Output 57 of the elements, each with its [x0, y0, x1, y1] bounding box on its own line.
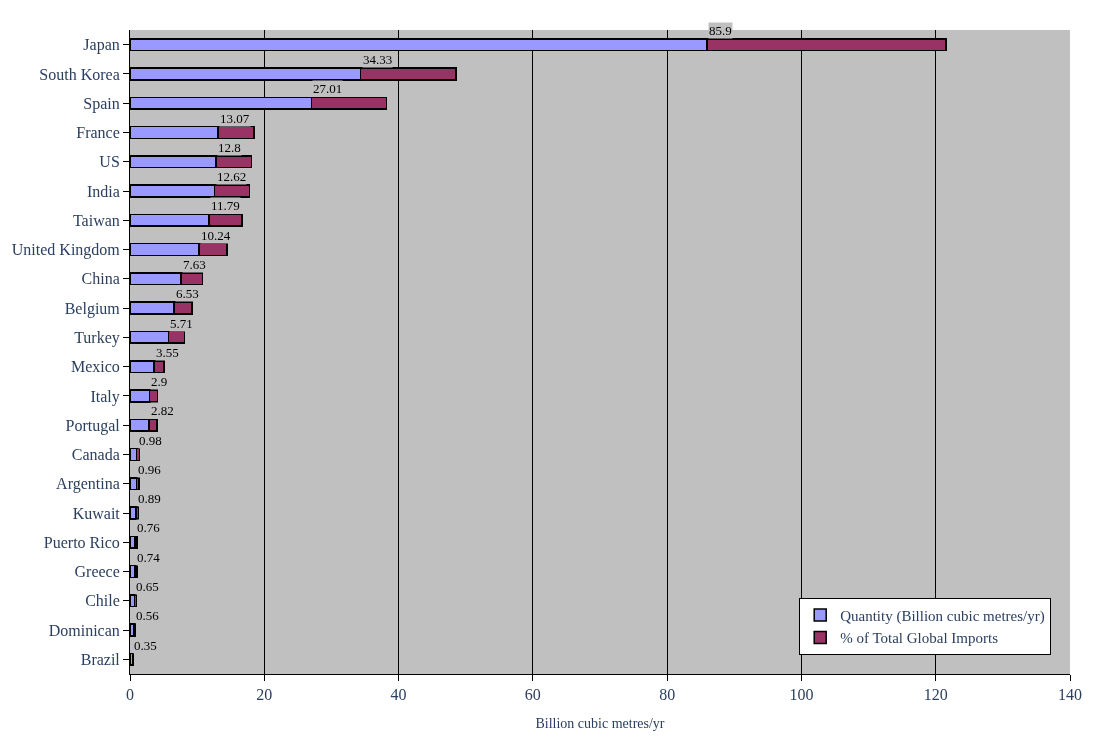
data-label: 27.01 — [313, 81, 343, 96]
data-label: 3.55 — [156, 345, 179, 360]
data-label: 0.76 — [137, 520, 161, 535]
data-label: 13.07 — [220, 111, 250, 126]
bar — [134, 564, 138, 579]
data-label: 0.56 — [136, 608, 160, 623]
y-tick-label: Canada — [71, 446, 120, 464]
y-tick-label: Greece — [74, 563, 120, 581]
y-tick-label: Italy — [90, 387, 120, 406]
y-tick-label: Brazil — [80, 650, 121, 668]
y-tick-label: South Korea — [39, 65, 120, 83]
y-tick-label: China — [81, 270, 120, 288]
data-label: 34.33 — [363, 52, 393, 67]
y-tick-label: Kuwait — [72, 504, 121, 522]
x-tick-label: 20 — [256, 686, 273, 704]
data-label: 2.82 — [151, 403, 174, 418]
data-label: 10.24 — [201, 228, 231, 243]
x-tick-label: 60 — [524, 686, 541, 704]
x-tick-label: 0 — [126, 686, 134, 704]
data-label: 12.8 — [218, 140, 241, 155]
data-label: 6.53 — [176, 286, 199, 301]
bar — [134, 535, 138, 549]
x-tick-label: 100 — [789, 686, 814, 704]
y-tick-label: Argentina — [56, 475, 120, 494]
y-tick-label: Chile — [85, 592, 120, 610]
y-tick-label: Taiwan — [72, 211, 120, 229]
x-axis-title: Billion cubic metres/yr — [535, 715, 665, 731]
legend-label: % of Total Global Imports — [840, 630, 999, 647]
x-tick-label: 140 — [1058, 686, 1082, 704]
data-label: 0.74 — [137, 550, 161, 565]
x-tick-label: 80 — [659, 686, 676, 704]
data-label: 0.96 — [138, 462, 162, 477]
x-tick-label: 40 — [390, 686, 407, 704]
data-label: 5.71 — [170, 316, 193, 331]
data-label: 12.62 — [217, 169, 247, 184]
data-label: 85.9 — [709, 23, 732, 38]
y-tick-label: Spain — [83, 94, 120, 113]
y-tick-label: Turkey — [74, 328, 120, 347]
data-label: 0.65 — [136, 579, 159, 594]
y-tick-label: Puerto Rico — [43, 533, 120, 551]
y-tick-label: Portugal — [65, 416, 121, 435]
y-tick-label: India — [86, 182, 120, 200]
legend-label: Quantity (Billion cubic metres/yr) — [840, 607, 1045, 625]
data-label: 7.63 — [183, 257, 206, 272]
y-tick-label: Dominican — [48, 621, 120, 639]
data-label: 0.89 — [138, 491, 161, 506]
y-tick-label: France — [76, 124, 120, 142]
y-tick-label: Belgium — [64, 299, 121, 318]
data-label: 0.98 — [139, 433, 162, 448]
data-label: 0.35 — [134, 638, 157, 653]
data-label: 2.9 — [151, 374, 168, 389]
y-tick-label: Japan — [83, 36, 120, 55]
y-tick-label: Mexico — [70, 358, 120, 376]
data-label: 11.79 — [211, 198, 240, 213]
y-tick-label: United Kingdom — [11, 241, 121, 260]
y-tick-label: US — [99, 153, 120, 171]
x-tick-label: 120 — [923, 686, 948, 704]
